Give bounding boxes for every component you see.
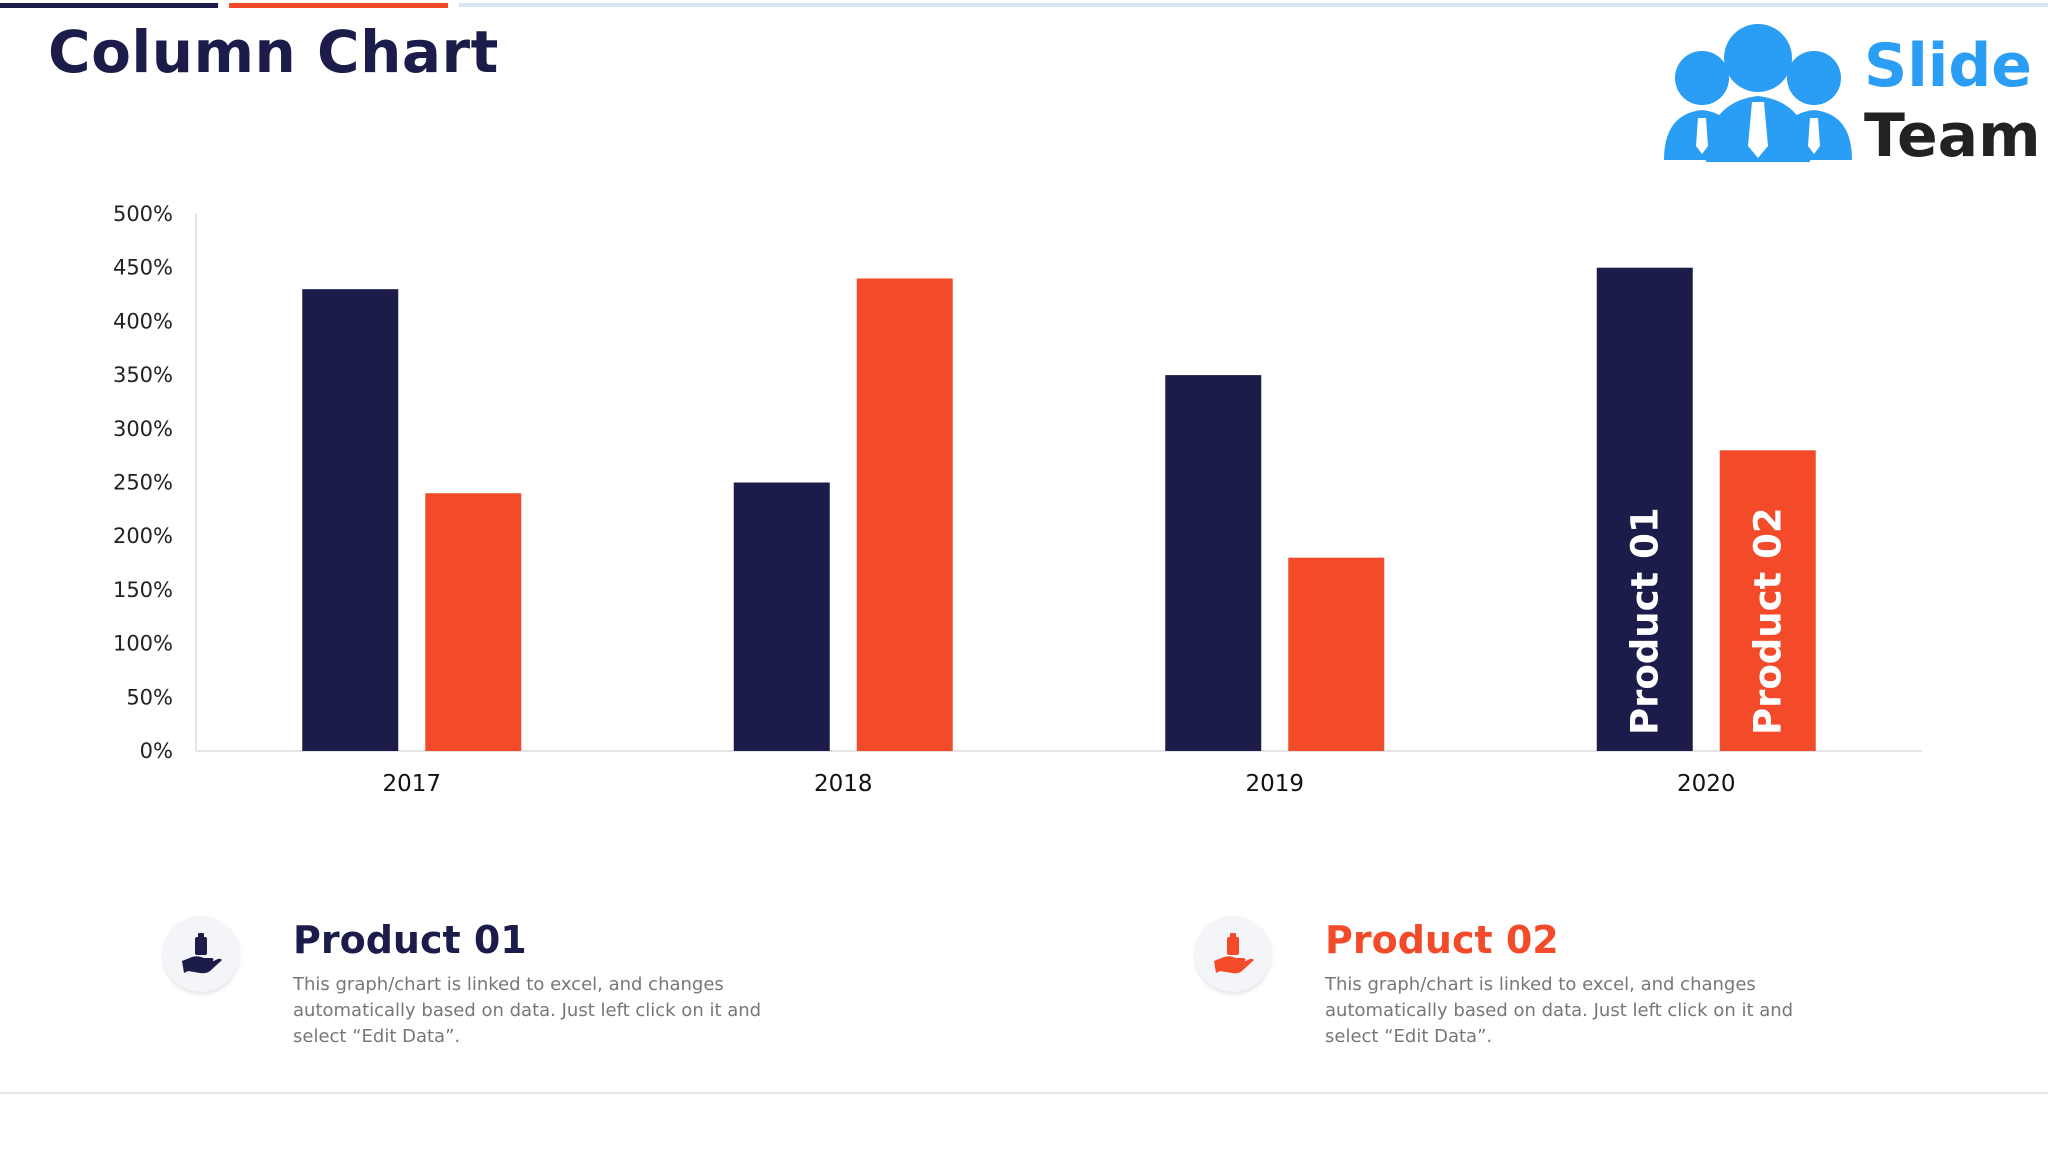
bar [302, 289, 399, 751]
bar [1719, 450, 1816, 751]
legend-icon-badge [163, 916, 239, 992]
hand-holding-bag-icon [182, 933, 222, 974]
bar [1596, 267, 1693, 751]
bar [1165, 375, 1262, 751]
legend-description: This graph/chart is linked to excel, and… [293, 974, 762, 1047]
bar [856, 278, 953, 751]
y-tick-label: 500% [113, 202, 173, 226]
bar [1288, 557, 1385, 751]
x-category-label: 2019 [1245, 771, 1304, 797]
legend-description: This graph/chart is linked to excel, and… [1325, 974, 1794, 1047]
top-accent-line-orange [229, 3, 448, 8]
y-tick-label: 50% [126, 685, 173, 709]
bar [733, 482, 830, 751]
bar-inline-label: Product 02 [1746, 507, 1789, 735]
top-accent-line-dark [0, 3, 218, 8]
legend-title: Product 01 [293, 918, 527, 962]
bottom-divider [0, 1092, 2048, 1094]
top-accent-line-light [459, 3, 2048, 7]
column-chart: 0% 50% 100% 150% 200% 250% 300% 350% 400% 450% 500… [113, 202, 1922, 797]
y-tick-label: 300% [113, 417, 173, 441]
legend-title: Product 02 [1325, 918, 1559, 962]
y-tick-label: 450% [113, 256, 173, 280]
logo-word-slide: Slide [1864, 31, 2032, 101]
x-category-label: 2018 [814, 771, 873, 797]
x-category-label: 2017 [382, 771, 441, 797]
logo-word-team: Team [1864, 101, 2041, 171]
x-category-label: 2020 [1677, 771, 1736, 797]
slideteam-logo: Slide Team [1658, 22, 2041, 172]
bar-inline-label: Product 01 [1623, 507, 1666, 735]
legend-icon-badge [1195, 916, 1271, 992]
y-tick-label: 400% [113, 309, 173, 333]
y-tick-label: 100% [113, 632, 173, 656]
y-tick-label: 0% [140, 739, 173, 763]
y-tick-label: 250% [113, 471, 173, 495]
y-tick-label: 200% [113, 524, 173, 548]
y-tick-label: 150% [113, 578, 173, 602]
y-tick-label: 350% [113, 363, 173, 387]
bar [425, 493, 522, 751]
hand-holding-bag-icon [1214, 933, 1254, 974]
people-logo-icon [1664, 24, 1852, 162]
page-title: Column Chart [48, 18, 499, 86]
